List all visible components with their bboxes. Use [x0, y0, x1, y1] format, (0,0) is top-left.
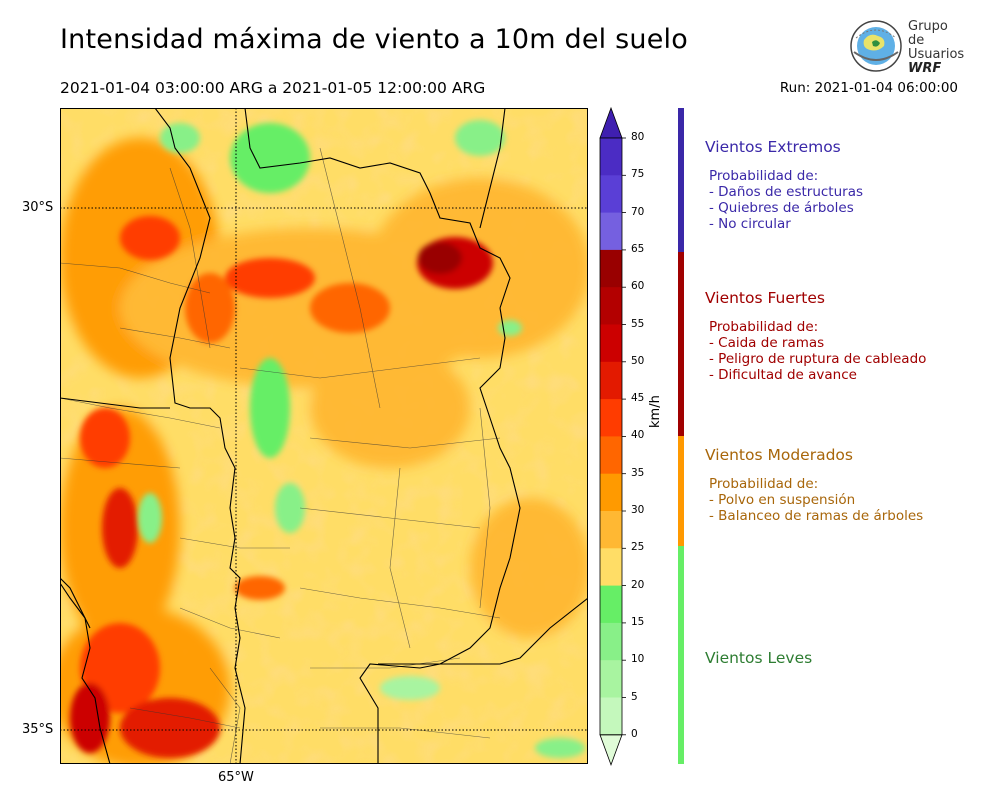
department-borders: [60, 147, 501, 764]
colorbar-tick-label: 65: [631, 242, 645, 255]
run-time: Run: 2021-01-04 06:00:00: [779, 80, 958, 96]
colorbar: [599, 106, 626, 766]
forecast-period: 2021-01-04 03:00:00 ARG a 2021-01-05 12:…: [60, 79, 486, 97]
colorbar-tick-label: 50: [631, 354, 645, 367]
colorbar-tick-label: 35: [631, 466, 645, 479]
colorbar-segment: [600, 473, 622, 512]
legend-extremos-line: - Quiebres de árboles: [709, 200, 854, 216]
legend-leves: Vientos Leves: [705, 649, 812, 667]
colorbar-segment: [600, 585, 622, 624]
colorbar-segment: [600, 548, 622, 587]
colorbar-segment: [600, 324, 622, 363]
colorbar-segment: [600, 660, 622, 698]
colorbar-unit: km/h: [648, 395, 663, 428]
colorbar-tick-label: 20: [631, 578, 645, 591]
logo-line3: WRF: [908, 61, 942, 76]
colorbar-extend-bottom: [599, 734, 623, 766]
colorbar-segment: [600, 511, 622, 549]
legend-fuertes: Vientos Fuertes Probabilidad de: - Caida…: [705, 289, 926, 383]
province-borders: [60, 108, 588, 764]
colorbar-tick-label: 10: [631, 653, 645, 666]
chart-title: Intensidad máxima de viento a 10m del su…: [60, 24, 688, 55]
legend-fuertes-name: Vientos Fuertes: [705, 289, 825, 307]
legend-leves-name: Vientos Leves: [705, 649, 813, 667]
colorbar-segment: [600, 175, 622, 214]
globe-icon: [850, 20, 902, 72]
colorbar-tick-label: 25: [631, 541, 645, 554]
colorbar-segment: [600, 361, 622, 400]
legend-bar-extremos: [678, 108, 684, 252]
legend-moderados: Vientos Moderados Probabilidad de: - Pol…: [705, 446, 923, 524]
logo-line1: Grupo de: [908, 19, 948, 48]
legend-moderados-line: Probabilidad de:: [709, 476, 819, 492]
legend-extremos-name: Vientos Extremos: [705, 138, 841, 156]
colorbar-segment: [600, 138, 622, 176]
lat-label-30: 30°S: [22, 200, 54, 215]
wrf-logo: Grupo de Usuarios WRF: [848, 18, 968, 76]
legend-bar-leves: [678, 546, 684, 764]
colorbar-tick-label: 0: [631, 727, 638, 740]
legend-fuertes-line: - Peligro de ruptura de cableado: [709, 351, 927, 367]
lon-label-65: 65°W: [218, 770, 254, 785]
map-frame: [60, 108, 588, 764]
legend-extremos: Vientos Extremos Probabilidad de: - Daño…: [705, 138, 863, 232]
legend-fuertes-line: - Caida de ramas: [709, 335, 825, 351]
legend-extremos-line: - Daños de estructuras: [709, 184, 864, 200]
colorbar-tick-label: 5: [631, 690, 638, 703]
colorbar-tick-label: 80: [631, 131, 645, 143]
legend-bar-fuertes: [678, 252, 684, 436]
legend-fuertes-line: - Dificultad de avance: [709, 367, 857, 383]
colorbar-tick-label: 70: [631, 205, 645, 218]
colorbar-tick-label: 55: [631, 317, 645, 330]
colorbar-segment: [600, 212, 622, 251]
legend-extremos-line: Probabilidad de:: [709, 168, 819, 184]
colorbar-tick-label: 45: [631, 392, 645, 405]
legend-bar-moderados: [678, 436, 684, 546]
colorbar-extend-top: [599, 106, 623, 139]
lat-label-35: 35°S: [22, 722, 54, 737]
colorbar-segment: [600, 436, 622, 475]
legend-moderados-name: Vientos Moderados: [705, 446, 853, 464]
colorbar-segment: [600, 697, 622, 736]
legend-fuertes-line: Probabilidad de:: [709, 319, 819, 335]
wind-map: [60, 108, 588, 764]
gridlines: [60, 108, 588, 764]
colorbar-tick-label: 75: [631, 168, 645, 181]
wind-field-light: [138, 120, 585, 758]
colorbar-segment: [600, 249, 622, 288]
legend-moderados-line: - Balanceo de ramas de árboles: [709, 508, 924, 524]
colorbar-segment: [600, 287, 622, 325]
colorbar-tick-label: 30: [631, 504, 645, 516]
colorbar-tick-label: 60: [631, 280, 645, 293]
colorbar-segment: [600, 399, 622, 437]
logo-line2: Usuarios: [908, 47, 965, 62]
legend-moderados-line: - Polvo en suspensión: [709, 492, 856, 508]
colorbar-segment: [600, 622, 622, 661]
colorbar-tick-label: 15: [631, 615, 645, 628]
colorbar-tick-label: 40: [631, 429, 645, 442]
legend-extremos-line: - No circular: [709, 216, 791, 232]
wind-field-strong: [70, 216, 493, 758]
